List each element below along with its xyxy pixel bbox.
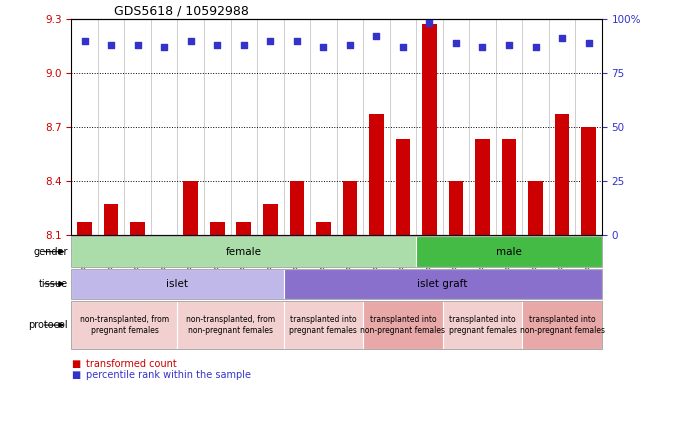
Point	[583, 39, 594, 46]
Text: islet: islet	[167, 279, 188, 289]
Point	[477, 44, 488, 50]
Text: male: male	[496, 247, 522, 257]
Point	[132, 41, 143, 48]
Bar	[184, 181, 198, 235]
Bar	[502, 140, 516, 235]
Text: transplanted into
pregnant females: transplanted into pregnant females	[449, 316, 516, 335]
Text: protocol: protocol	[29, 320, 68, 330]
Bar	[210, 222, 224, 235]
Point	[79, 37, 90, 44]
Bar	[131, 222, 145, 235]
Bar	[581, 127, 596, 235]
Point	[105, 41, 117, 48]
Point	[424, 20, 435, 27]
Text: percentile rank within the sample: percentile rank within the sample	[86, 370, 252, 380]
Bar	[290, 181, 304, 235]
Bar	[369, 114, 384, 235]
Text: GDS5618 / 10592988: GDS5618 / 10592988	[114, 5, 249, 18]
Point	[530, 44, 541, 50]
Text: tissue: tissue	[39, 279, 68, 289]
Point	[556, 35, 567, 42]
Text: islet graft: islet graft	[418, 279, 468, 289]
Point	[345, 41, 356, 48]
Bar	[396, 140, 410, 235]
Point	[265, 37, 275, 44]
Bar	[422, 25, 437, 235]
Bar	[237, 222, 251, 235]
Bar	[343, 181, 357, 235]
Text: non-transplanted, from
pregnant females: non-transplanted, from pregnant females	[80, 316, 169, 335]
Point	[371, 33, 382, 40]
Point	[397, 44, 408, 50]
Point	[450, 39, 461, 46]
Text: gender: gender	[33, 247, 68, 257]
Text: ■: ■	[71, 359, 81, 369]
Text: ■: ■	[71, 370, 81, 380]
Text: transplanted into
non-pregnant females: transplanted into non-pregnant females	[520, 316, 605, 335]
Point	[503, 41, 515, 48]
Text: non-transplanted, from
non-pregnant females: non-transplanted, from non-pregnant fema…	[186, 316, 275, 335]
Bar	[316, 222, 330, 235]
Point	[291, 37, 302, 44]
Text: transformed count: transformed count	[86, 359, 177, 369]
Bar	[555, 114, 569, 235]
Point	[212, 41, 223, 48]
Bar	[78, 222, 92, 235]
Point	[318, 44, 329, 50]
Bar	[263, 204, 277, 235]
Point	[185, 37, 197, 44]
Point	[158, 44, 170, 50]
Text: transplanted into
pregnant females: transplanted into pregnant females	[290, 316, 357, 335]
Point	[238, 41, 249, 48]
Bar	[528, 181, 543, 235]
Text: female: female	[226, 247, 262, 257]
Bar	[449, 181, 463, 235]
Text: transplanted into
non-pregnant females: transplanted into non-pregnant females	[360, 316, 445, 335]
Bar	[104, 204, 118, 235]
Bar	[475, 140, 490, 235]
